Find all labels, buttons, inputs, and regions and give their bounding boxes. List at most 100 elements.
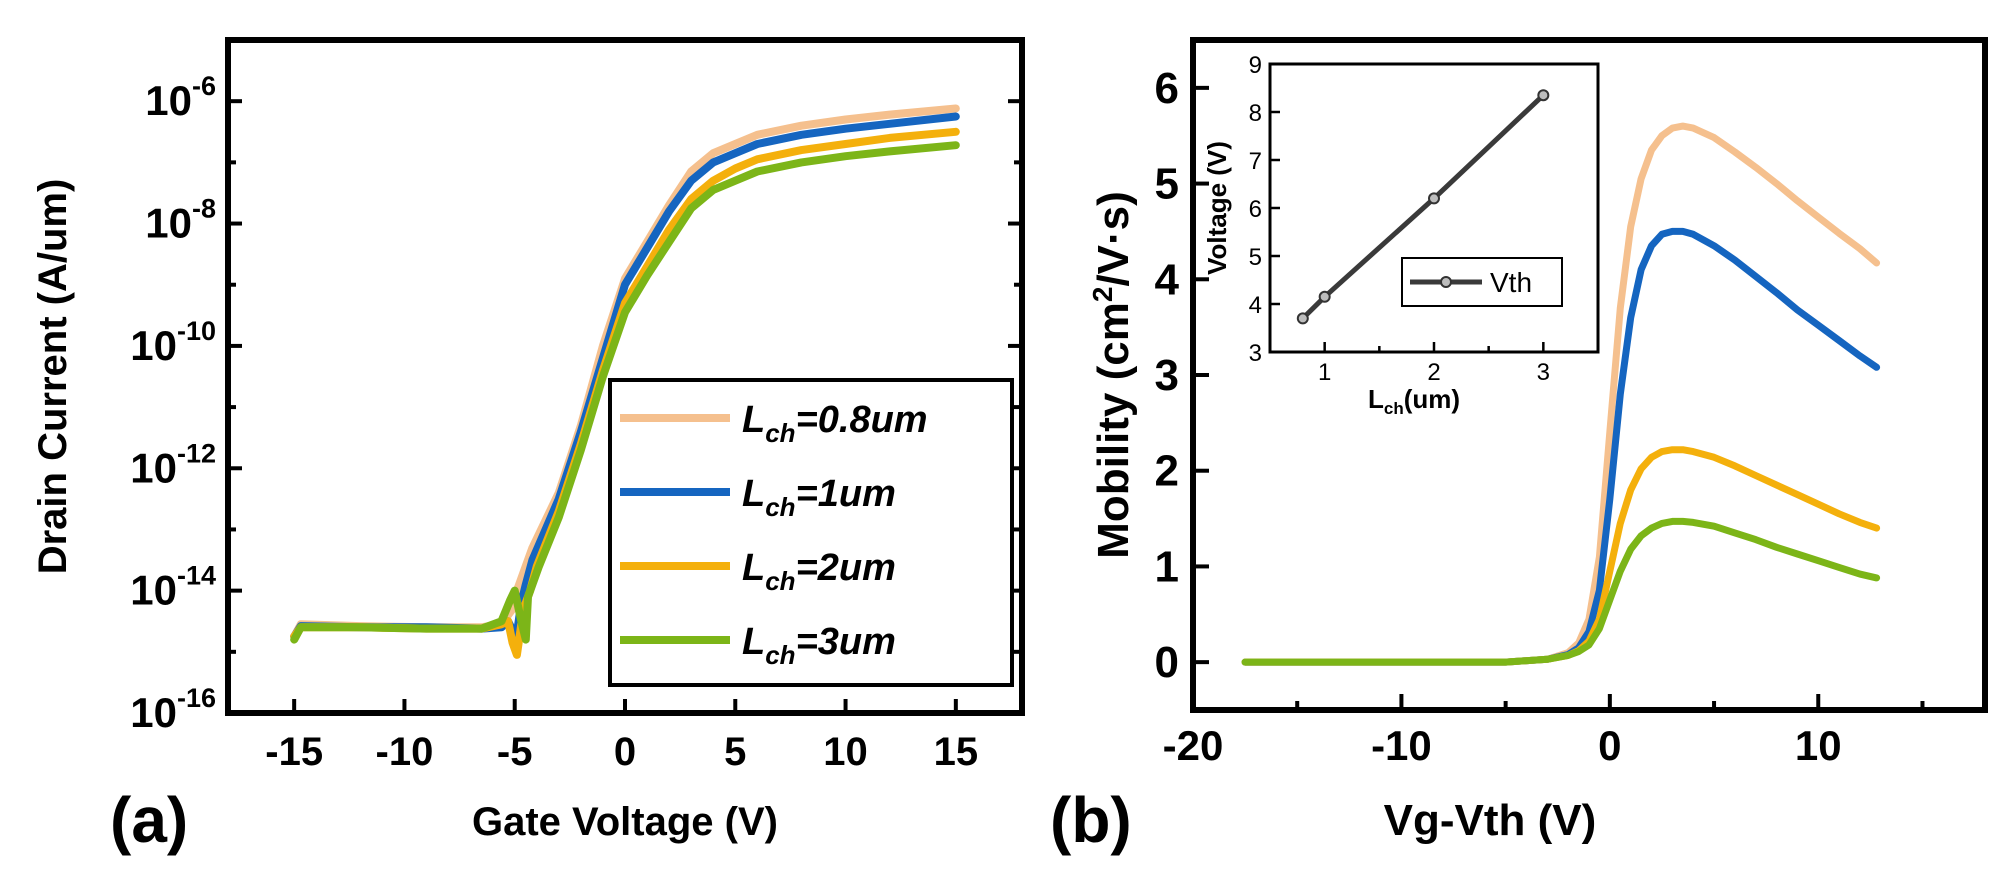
panel-a-y-tick-base: 10 [145,200,192,247]
inset-y-axis-label: Voltage (V) [1202,141,1232,275]
panel-a-legend-label-2: Lch=1um [742,473,896,522]
panel-b-x-tick-label: -10 [1371,722,1432,769]
inset-chart: 1 2 3 3 4 5 6 7 8 9 Vth Lch(um) Voltage (V) [1202,52,1600,418]
panel-b-y-tick-label: 6 [1155,64,1179,113]
legend-rest: =1um [796,473,896,515]
panel-a-plot-frame [225,37,1025,716]
panel-a-y-tick-label: 10-10 [130,316,216,369]
panel-b-y-tick-label: 1 [1155,542,1179,591]
panel-b-y-axis-label: Mobility (cm2/V·s) [1087,191,1138,559]
panel-a-y-tick-exp: -12 [177,438,216,468]
inset-y-tick-label: 5 [1249,244,1262,271]
panel-b-series-3 [1241,446,1881,666]
inset-x-tick-label: 1 [1318,359,1331,386]
inset-y-tick-label: 4 [1249,292,1262,319]
legend-sub: ch [765,640,795,670]
legend-main: L [742,621,765,663]
inset-y-tick-label: 8 [1249,100,1262,127]
inset-x-tick-label: 3 [1537,359,1550,386]
legend-main: L [742,547,765,589]
panel-a-y-tick-exp: -10 [177,316,216,346]
panel-a-y-tick-exp: -16 [177,683,216,713]
legend-sub: ch [765,418,795,448]
inset-point [1296,312,1309,325]
inset-y-tick-label: 9 [1249,52,1262,79]
inset-legend-label: Vth [1490,267,1532,298]
panel-b-y-label-rest: /V·s) [1089,191,1138,286]
panel-a-ticks: -15 -10 -5 0 5 10 1510-1610-1410-1210-1010-810… [130,38,1022,774]
legend-sub: ch [765,492,795,522]
panel-b-y-tick-label: 5 [1155,160,1179,209]
panel-b-series-4 [1241,517,1881,666]
inset-x-label-sub: ch [1384,399,1404,418]
inset-point [1537,89,1550,102]
panel-b-ticks: -20 -10 0 10 0 1 2 3 4 5 6 [1155,64,1925,769]
inset-point [1428,192,1440,205]
panel-b-plot-frame [1190,37,1988,713]
panel-b-y-label-main: Mobility (cm [1089,302,1138,559]
inset-point [1318,290,1331,303]
panel-a-y-tick-base: 10 [130,567,177,614]
panel-b-y-tick-label: 4 [1155,255,1180,304]
panel-a-x-tick-label: 5 [724,730,746,774]
panel-b-y-tick-label: 0 [1155,638,1179,687]
inset-ticks: 1 2 3 3 4 5 6 7 8 9 [1249,52,1550,386]
panel-a-y-tick-label: 10-8 [145,194,216,247]
panel-a-x-tick-label: -10 [376,730,434,774]
panel-a-y-tick-exp: -14 [177,561,216,591]
panel-a-y-axis-label: Drain Current (A/um) [31,179,75,575]
panel-a-y-tick-label: 10-14 [130,561,216,614]
panel-a-legend-label-1: Lch=0.8um [742,399,928,448]
panel-a-legend-label-4: Lch=3um [742,621,896,670]
panel-a-y-tick-base: 10 [130,322,177,369]
legend-sub: ch [765,566,795,596]
inset-y-tick-label: 3 [1249,340,1262,367]
panel-a-x-tick-label: 10 [823,730,868,774]
inset-background [1270,64,1598,352]
inset-y-tick-label: 6 [1249,196,1262,223]
panel-a-legend-box [608,378,1014,687]
panel-a-x-tick-label: 0 [614,730,636,774]
panel-a-y-tick-label: 10-16 [130,683,216,736]
panel-a-y-tick-base: 10 [130,689,177,736]
panel-b-y-tick-label: 3 [1155,351,1179,400]
panel-a: -15 -10 -5 0 5 10 1510-1610-1410-1210-1010-810… [31,37,1025,856]
panel-a-legend-label-3: Lch=2um [742,547,896,596]
inset-plot-frame [1268,62,1600,354]
panel-b-x-axis-label: Vg-Vth (V) [1384,796,1597,845]
panel-a-y-tick-exp: -6 [192,71,216,101]
panel-a-y-tick-label: 10-12 [130,438,216,491]
inset-series-1 [1300,92,1546,321]
inset-legend-marker [1440,276,1452,288]
inset-y-tick-label: 7 [1249,148,1262,175]
panel-a-x-tick-label: 15 [934,730,979,774]
panel-b: -20 -10 0 10 0 1 2 3 4 5 6 Vg-Vth (V) Mobility (cm… [1050,37,1988,856]
panel-a-label: (a) [110,784,188,856]
legend-rest: =2um [796,547,896,589]
panel-b-x-tick-label: 0 [1598,722,1621,769]
panel-a-series-group [290,104,960,659]
inset-x-label-main: L [1368,384,1384,414]
panel-a-y-tick-base: 10 [145,77,192,124]
panel-b-series-group [1241,122,1881,666]
panel-b-x-tick-label: -20 [1163,722,1224,769]
panel-a-x-tick-label: -5 [497,730,533,774]
inset-x-axis-label: Lch(um) [1368,384,1460,418]
inset-legend: Vth [1401,257,1563,307]
legend-rest: =0.8um [796,399,928,441]
inset-x-tick-label: 2 [1427,359,1440,386]
legend-main: L [742,473,765,515]
panel-a-x-tick-label: -15 [265,730,323,774]
panel-a-y-tick-label: 10-6 [145,71,216,124]
panel-b-y-label-sup: 2 [1087,287,1118,303]
panel-b-y-tick-label: 2 [1155,447,1179,496]
panel-a-y-tick-exp: -8 [192,194,216,224]
legend-rest: =3um [796,621,896,663]
panel-b-x-tick-label: 10 [1795,722,1842,769]
legend-main: L [742,399,765,441]
inset-series-group [1296,89,1550,325]
panel-a-y-tick-base: 10 [130,444,177,491]
inset-x-label-rest: (um) [1404,384,1460,414]
